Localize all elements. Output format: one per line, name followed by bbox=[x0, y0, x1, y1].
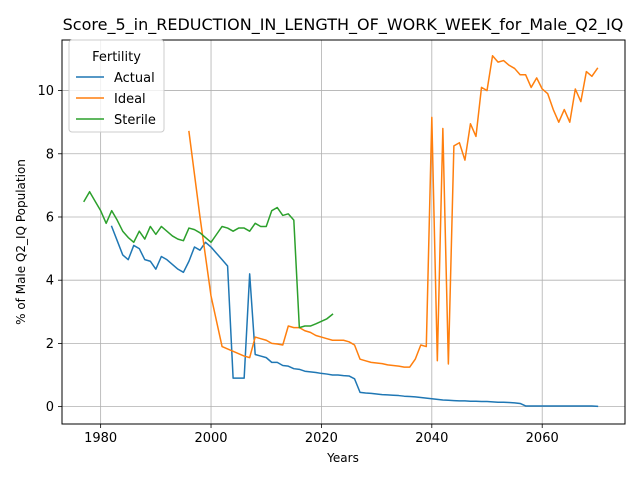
series-line-ideal bbox=[188, 55, 599, 368]
legend-label-ideal: Ideal bbox=[114, 92, 146, 107]
x-axis-label: Years bbox=[326, 451, 359, 465]
x-axis: 1980 2000 2020 2040 2060 bbox=[84, 424, 559, 446]
y-axis-label: % of Male Q2_IQ Population bbox=[14, 159, 28, 325]
chart-title: Score_5_in_REDUCTION_IN_LENGTH_OF_WORK_W… bbox=[63, 15, 624, 35]
y-tick-label: 6 bbox=[46, 210, 54, 225]
y-tick-label: 0 bbox=[46, 400, 54, 415]
legend-label-actual: Actual bbox=[114, 71, 155, 86]
legend-entries: Actual Ideal Sterile bbox=[76, 71, 156, 128]
series-line-sterile bbox=[83, 190, 334, 329]
series-line-actual bbox=[110, 225, 599, 408]
plot-lines bbox=[83, 55, 599, 408]
grid bbox=[62, 40, 625, 424]
y-tick-label: 2 bbox=[46, 337, 54, 352]
legend-box bbox=[68, 39, 165, 133]
legend-title: Fertility bbox=[92, 50, 141, 65]
x-tick-label: 2020 bbox=[305, 431, 338, 446]
y-tick-label: 10 bbox=[37, 84, 54, 99]
y-tick-label: 4 bbox=[46, 274, 54, 289]
legend: Fertility Actual Ideal Sterile bbox=[68, 39, 165, 133]
x-tick-label: 2060 bbox=[526, 431, 559, 446]
x-tick-label: 2040 bbox=[415, 431, 448, 446]
y-axis: 0 2 4 6 8 10 bbox=[37, 84, 62, 415]
x-tick-label: 2000 bbox=[194, 431, 227, 446]
y-tick-label: 8 bbox=[46, 147, 54, 162]
x-tick-label: 1980 bbox=[84, 431, 117, 446]
legend-label-sterile: Sterile bbox=[114, 113, 156, 128]
plot-area-frame bbox=[61, 39, 626, 425]
